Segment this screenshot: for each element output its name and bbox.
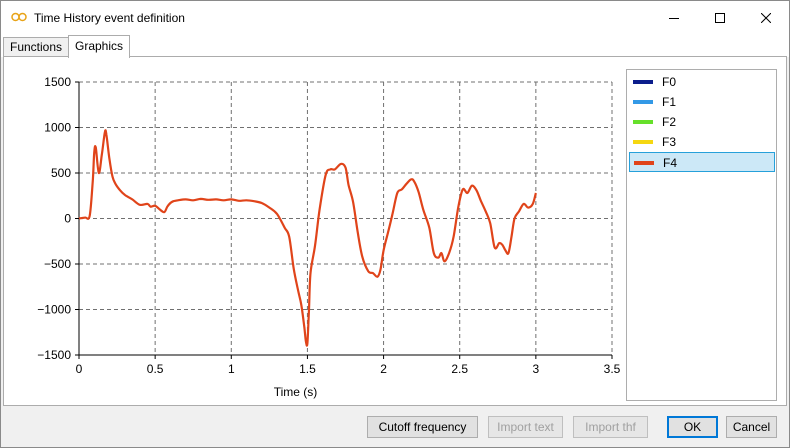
- tab-functions[interactable]: Functions: [3, 37, 70, 57]
- x-tick-label: 3.5: [604, 362, 621, 376]
- y-tick-label: 500: [51, 166, 71, 180]
- legend-swatch: [633, 120, 653, 124]
- legend-swatch: [633, 140, 653, 144]
- title-bar[interactable]: Time History event definition: [1, 1, 789, 35]
- y-tick-label: 0: [64, 212, 71, 226]
- legend-item-f1[interactable]: F1: [629, 92, 775, 112]
- button-bar: Cutoff frequency Import text Import thf …: [1, 406, 789, 447]
- legend-item-f3[interactable]: F3: [629, 132, 775, 152]
- tab-strip: Functions Graphics: [1, 35, 789, 58]
- y-tick-label: −1000: [37, 303, 71, 317]
- x-tick-label: 0: [76, 362, 83, 376]
- ok-button[interactable]: OK: [667, 416, 718, 438]
- maximize-icon: [715, 13, 725, 23]
- x-tick-label: 2.5: [451, 362, 468, 376]
- legend-label: F3: [662, 135, 677, 149]
- legend-label: F4: [663, 156, 678, 170]
- legend-swatch: [633, 80, 653, 84]
- close-button[interactable]: [743, 1, 789, 35]
- x-tick-label: 2: [380, 362, 387, 376]
- maximize-button[interactable]: [697, 1, 743, 35]
- y-tick-label: 1500: [44, 75, 71, 89]
- tab-graphics[interactable]: Graphics: [68, 35, 131, 58]
- window-title: Time History event definition: [34, 11, 185, 25]
- x-tick-label: 1.5: [299, 362, 316, 376]
- legend-label: F0: [662, 75, 677, 89]
- graphics-panel: 0 0.5 1 1.5 2 2.5 3 3.5 1500 1000 500 0 −500 −1000 −15…: [3, 56, 787, 406]
- legend-swatch: [634, 161, 654, 165]
- y-tick-label: 1000: [44, 121, 71, 135]
- legend-item-f0[interactable]: F0: [629, 72, 775, 92]
- cutoff-frequency-button[interactable]: Cutoff frequency: [367, 416, 478, 438]
- close-icon: [761, 13, 771, 23]
- series-legend[interactable]: F0 F1 F2 F3 F4: [626, 69, 777, 401]
- x-axis-label: Time (s): [274, 385, 318, 399]
- minimize-icon: [669, 18, 679, 19]
- import-thf-button[interactable]: Import thf: [573, 416, 648, 438]
- series-line-f4: [78, 129, 537, 347]
- time-history-chart: 0 0.5 1 1.5 2 2.5 3 3.5 1500 1000 500 0 −500 −1000 −15…: [37, 75, 621, 399]
- legend-label: F2: [662, 115, 677, 129]
- y-tick-label: −500: [44, 257, 71, 271]
- x-tick-label: 1: [228, 362, 235, 376]
- cancel-button[interactable]: Cancel: [726, 416, 777, 438]
- legend-label: F1: [662, 95, 677, 109]
- legend-item-f4[interactable]: F4: [629, 152, 775, 172]
- minimize-button[interactable]: [651, 1, 697, 35]
- x-tick-label: 0.5: [147, 362, 164, 376]
- import-text-button[interactable]: Import text: [488, 416, 563, 438]
- legend-swatch: [633, 100, 653, 104]
- x-tick-label: 3: [533, 362, 540, 376]
- app-icon: [11, 12, 27, 22]
- legend-item-f2[interactable]: F2: [629, 112, 775, 132]
- y-tick-label: −1500: [37, 348, 71, 362]
